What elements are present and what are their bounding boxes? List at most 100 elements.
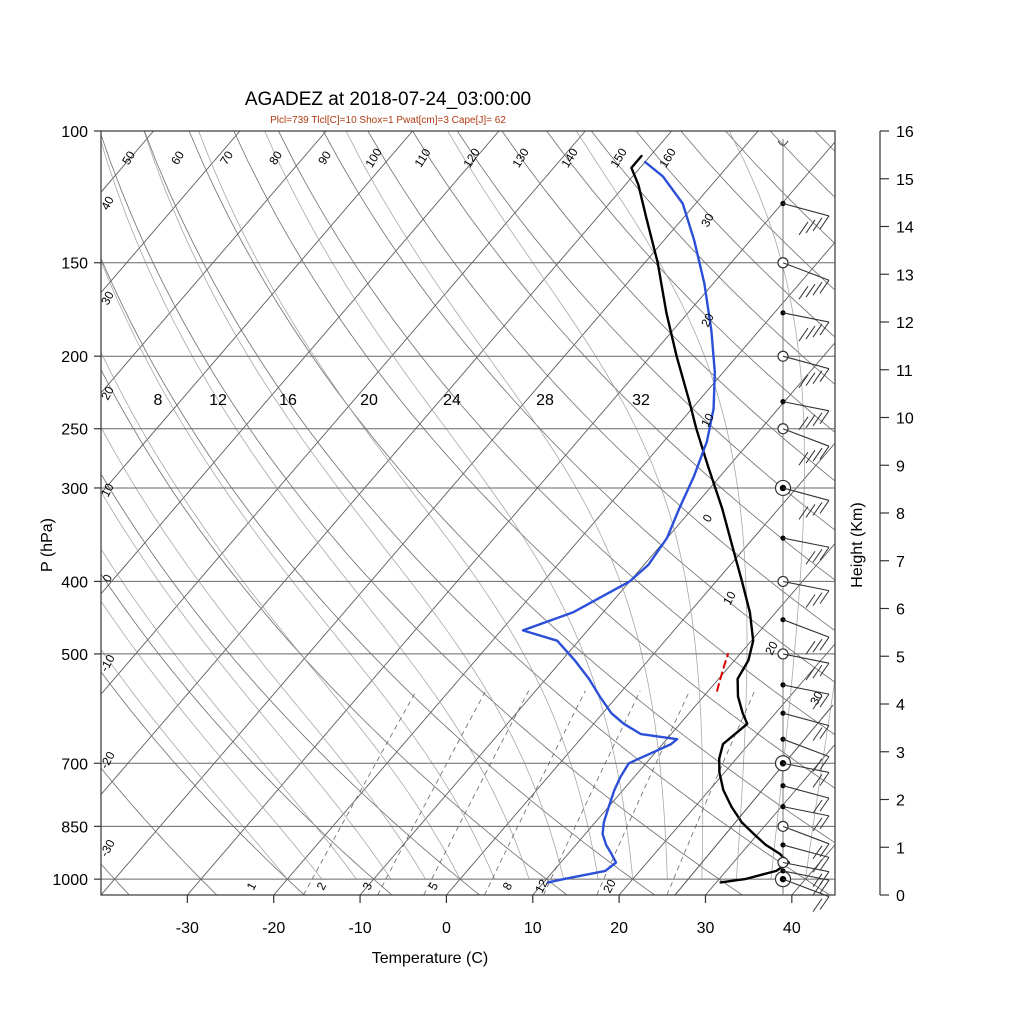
wind-barb (780, 617, 830, 655)
wind-barb-feather (819, 590, 830, 604)
dry-adiabat-line (101, 133, 743, 895)
dry-adiabat-label: 30 (98, 289, 117, 308)
isotherm-label-right: 0 (700, 512, 716, 525)
moist-adiabat-line (143, 131, 565, 880)
wind-barb-feather (798, 285, 809, 300)
isotherm-label-right: 10 (698, 411, 717, 430)
wind-barb (777, 423, 830, 466)
theta-e-label: 110 (412, 146, 434, 170)
isotherm-line (101, 131, 154, 193)
wind-barb-feather (798, 327, 809, 342)
wind-barb-shaft (782, 428, 830, 447)
temperature-tick-label: -20 (262, 920, 285, 937)
moist-adiabat-label: 8 (154, 392, 163, 409)
isotherm-line (446, 442, 835, 895)
dry-adiabat-line (101, 368, 568, 895)
isotherm-line (101, 131, 759, 895)
wind-barb-feather (819, 857, 830, 871)
theta-e-label: 80 (266, 148, 285, 167)
pressure-tick-label: 400 (61, 574, 88, 591)
wind-barb-shaft (782, 684, 830, 695)
wind-barb-shaft (782, 806, 830, 817)
wind-barb-shaft (782, 785, 830, 799)
height-tick-label: 4 (896, 697, 905, 714)
wind-barb-feather (819, 500, 830, 514)
dry-adiabat-line (188, 131, 835, 844)
wind-barb (774, 755, 830, 788)
pressure-tick-label: 850 (61, 819, 88, 836)
dry-adiabat-line (278, 131, 835, 736)
moist-adiabat-label: 28 (536, 392, 554, 409)
wind-barb-feather (819, 843, 830, 858)
wind-barb (780, 783, 830, 814)
wind-barb-shaft (782, 844, 830, 858)
wind-barb-feather (812, 370, 823, 384)
height-tick-label: 13 (896, 267, 914, 284)
mixing-ratio-label: 2 (314, 880, 330, 893)
isotherm-line (618, 643, 835, 895)
grid-layer (0, 131, 1024, 895)
wind-barb-shaft (782, 312, 830, 323)
isotherm-line (273, 241, 835, 895)
height-tick-label: 9 (896, 458, 905, 475)
isotherm-label-right: 30 (698, 211, 717, 230)
wind-barb-feather (819, 756, 830, 770)
pressure-tick-label: 150 (61, 256, 88, 273)
mixing-ratio-label: 20 (600, 877, 619, 896)
wind-barb-feather (819, 815, 830, 830)
dry-adiabat-line (0, 131, 42, 895)
moist-adiabat-line (264, 131, 634, 880)
wind-barb-feather (812, 817, 823, 832)
page-title: AGADEZ at 2018-07-24_03:00:00 (245, 89, 531, 110)
moist-adiabat-label: 32 (632, 392, 650, 409)
isotherm-line (101, 131, 241, 294)
wind-barb-feather (819, 368, 830, 382)
moist-adiabat-label: 24 (443, 392, 461, 409)
mixing-ratio-label: 8 (500, 880, 516, 893)
wind-barb-feather (805, 594, 816, 608)
isotherm-line (965, 131, 1024, 895)
wind-barb-feather (812, 638, 823, 653)
wind-barb-feather (798, 221, 809, 236)
wind-barb-feather (819, 871, 830, 885)
wind-barb-feather (819, 445, 830, 460)
wind-barb-feather (812, 859, 823, 873)
pressure-tick-label: 1000 (52, 872, 88, 889)
isotherm-label-left: -10 (97, 652, 118, 674)
parcel-profile-line (716, 652, 729, 692)
dry-adiabat-line (412, 131, 835, 581)
wind-barb-feather (805, 283, 816, 298)
height-tick-label: 14 (896, 220, 914, 237)
mixing-ratio-line (596, 690, 691, 895)
moist-adiabat-line (101, 490, 392, 880)
wind-barb-feather (819, 797, 830, 812)
wind-barb-shaft (782, 202, 830, 217)
mixing-ratio-label: 12 (532, 877, 551, 896)
pressure-tick-label: 500 (61, 647, 88, 664)
moist-adiabat-line (101, 260, 495, 880)
wind-barb (780, 736, 830, 772)
moist-adiabat-label: 20 (360, 392, 378, 409)
wind-barb-feather (812, 664, 823, 679)
wind-barb-feather (812, 758, 823, 772)
wind-barb-feather (805, 666, 816, 681)
moist-adiabat-line (101, 140, 530, 880)
height-tick-label: 3 (896, 745, 905, 762)
temperature-tick-label: 0 (442, 920, 451, 937)
pressure-tick-label: 700 (61, 756, 88, 773)
isotherm-label-right-lower: 10 (720, 589, 739, 608)
dry-adiabat-line (101, 863, 130, 895)
theta-e-label: 150 (607, 145, 630, 170)
wind-barb-shaft (782, 653, 830, 664)
wind-barb-feather (819, 636, 830, 651)
isotherm-label-left: -20 (97, 749, 118, 771)
wind-barb-shaft (782, 825, 830, 845)
wind-barb-shaft (782, 738, 830, 758)
wind-barb-shaft (782, 762, 830, 774)
dry-adiabat-label: 10 (98, 481, 117, 500)
height-tick-label: 6 (896, 602, 905, 619)
wind-barb-feather (805, 372, 816, 386)
wind-barb-feather (805, 640, 816, 655)
